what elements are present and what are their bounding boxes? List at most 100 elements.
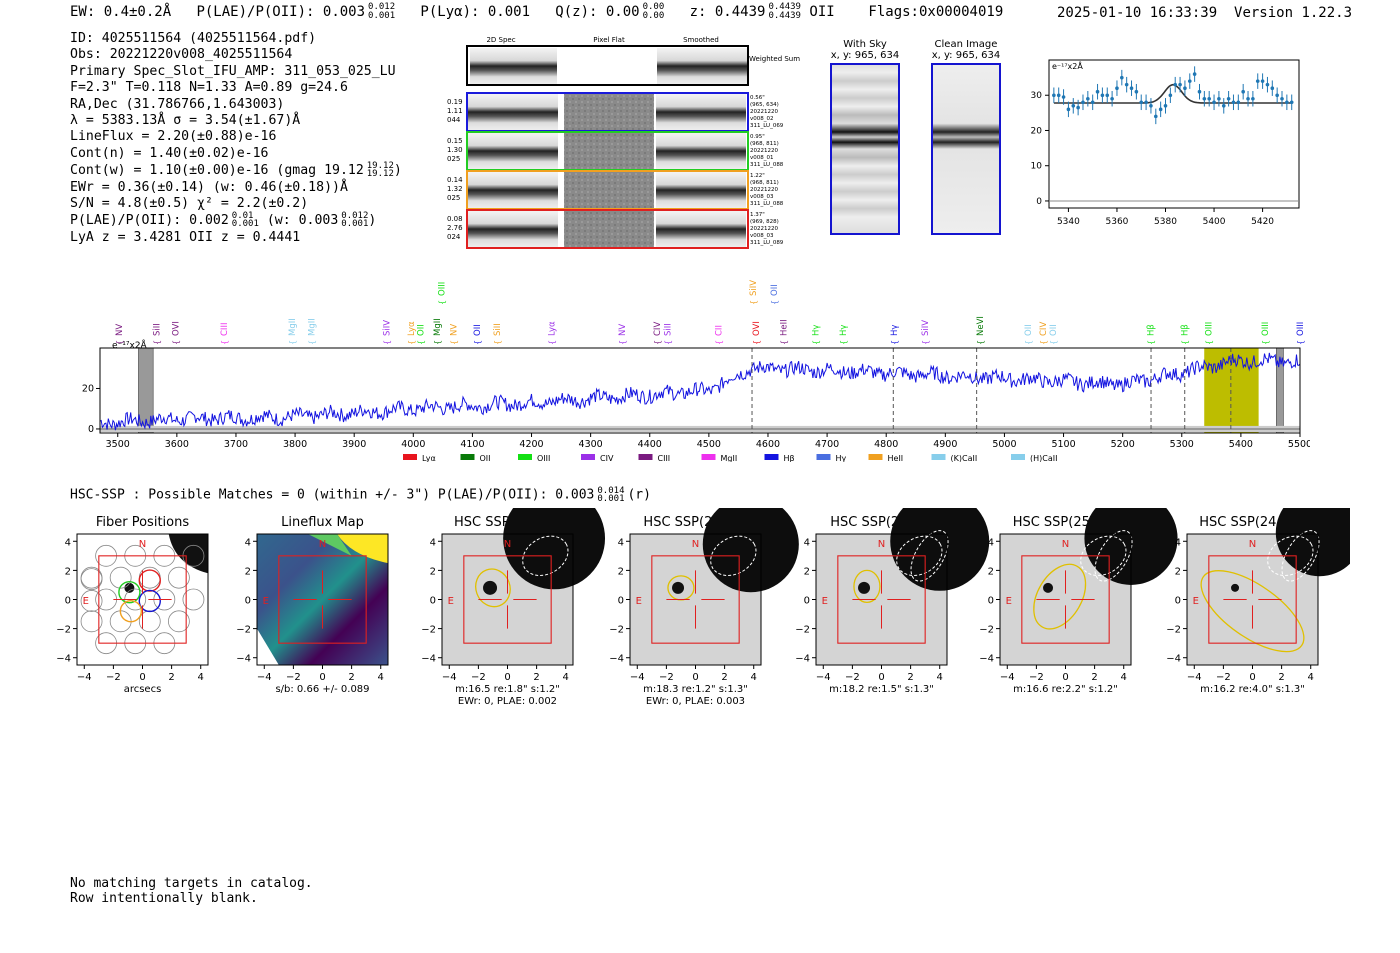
legend-label: MgII (721, 454, 738, 462)
legend-label: HeII (888, 454, 904, 462)
fit-data-point (1100, 87, 1105, 103)
line-label-text: Hγ (890, 325, 900, 336)
fit-point-marker (1260, 79, 1265, 83)
line-label-bracket: { (473, 340, 482, 345)
fiber-row-meta: v008_03 (750, 194, 774, 200)
aperture-box (837, 555, 926, 644)
legend-entry: Hβ (764, 454, 795, 462)
image-panel: Lineflux Map N E −4 −4 −2 −2 0 0 2 2 4 4 s/b: 0.66 +/… (236, 515, 389, 695)
fit-data-point (1071, 98, 1076, 114)
line-label-text: NeVI (976, 316, 986, 336)
emission-line-label: NV { (449, 324, 459, 345)
fit-point-marker (1100, 93, 1105, 98)
panel-xtick-label: 0 (1249, 672, 1255, 683)
fiber-row-meta: 0.56" (750, 95, 765, 101)
fit-data-point (1280, 91, 1284, 107)
spec-xtick-label: 3700 (224, 439, 248, 450)
fit-point-marker (1076, 105, 1080, 110)
fit-point-marker (1090, 100, 1095, 105)
fit-data-point (1056, 87, 1061, 103)
spec-xtick-label: 4400 (638, 439, 662, 450)
panel-ytick-label: −4 (236, 654, 251, 665)
fiber-row-meta: 1.37" (750, 212, 765, 218)
panel-ytick-label: 4 (618, 537, 624, 548)
fit-xtick-label: 5360 (1106, 217, 1129, 227)
fit-point-marker (1052, 93, 1056, 98)
emission-line-label: NV { (618, 324, 628, 345)
legend-entry: (H)CaII (1011, 454, 1057, 462)
fit-data-point (1149, 98, 1153, 114)
legend-entry: (K)CaII (931, 454, 977, 462)
panel-ytick-label: 4 (245, 537, 251, 548)
line-label-bracket: { (1039, 340, 1048, 345)
fit-point-marker (1251, 96, 1255, 101)
line-label-bracket: { (1204, 340, 1213, 345)
line-label-bracket: { (1296, 340, 1305, 345)
emission-line-label: CIV { (653, 322, 663, 345)
lineflux-ridge (307, 534, 352, 556)
panel-caption: arcsecs (124, 684, 162, 695)
line-label-bracket: { (752, 340, 761, 345)
panel-ytick-label: −2 (609, 625, 624, 636)
fiber-pixel-flat (564, 94, 654, 130)
compass-e: E (1006, 596, 1012, 607)
legend-swatch (403, 454, 417, 460)
line-label-bracket: { (890, 340, 899, 345)
panel-ytick-label: 2 (618, 566, 624, 577)
info-contn: Cont(n) = 1.40(±0.02)e-16 (70, 145, 269, 161)
emission-line-label: SiII { (493, 323, 503, 345)
target-source (672, 581, 685, 594)
panel-xtick-label: 4 (198, 672, 204, 683)
legend-swatch (638, 454, 653, 460)
fit-data-point (1110, 91, 1114, 107)
line-label-bracket: { (433, 340, 442, 345)
line-label-text: OIII (1296, 322, 1306, 336)
emission-line-label: NV { (115, 324, 125, 345)
fit-data-point (1251, 91, 1255, 107)
fiber-circle (109, 566, 132, 589)
info-id: ID: 4025511564 (4025511564.pdf) (70, 31, 317, 46)
legend-label: Lyα (422, 454, 436, 462)
line-label-bracket: { (115, 340, 124, 345)
panel-title: Lineflux Map (281, 515, 364, 530)
fit-data-point (1105, 87, 1110, 103)
legend-label: OII (480, 454, 491, 462)
panel-xtick-label: −4 (1000, 672, 1015, 683)
neighbor-ellipse (1267, 535, 1314, 577)
fiber-row-stat: 1.11 (447, 107, 463, 115)
fit-point-marker (1120, 75, 1124, 80)
fiber-2d-spec (468, 172, 558, 208)
line-label-text: NV (618, 324, 628, 336)
spec-xtick-label: 4000 (401, 439, 425, 450)
spec-xtick-label: 4300 (579, 439, 603, 450)
emission-line-label: MgII { (288, 318, 298, 345)
panel-xtick-label: 0 (692, 672, 698, 683)
sky-images: With Sky x, y: 965, 634 Clean Image x, y… (830, 39, 1001, 235)
fiber-row-stat: 044 (447, 116, 461, 124)
fit-point-marker (1183, 86, 1187, 90)
fiber-row-meta: 311_LU_089 (750, 240, 784, 246)
header-ew: EW: 0.4±0.2Å (70, 4, 172, 20)
panel-xtick-label: 2 (907, 672, 913, 683)
line-label-text: Lyα (407, 321, 417, 336)
fit-data-point (1139, 94, 1144, 111)
fiber-2d-spec (468, 133, 558, 169)
line-label-text: MgII (433, 318, 443, 336)
panel-ytick-label: −2 (795, 625, 810, 636)
lineflux-peak (337, 534, 388, 564)
line-label-bracket: { (811, 340, 820, 345)
fit-xtick-label: 5420 (1251, 217, 1274, 227)
fit-point-marker (1056, 93, 1061, 98)
panel-ytick-label: 2 (245, 566, 251, 577)
image-panel: Fiber Positions N E −4 −4 −2 −2 0 0 2 2 4 4 arcsecs (56, 515, 209, 695)
fit-point-marker (1110, 96, 1114, 101)
fiber-circle (80, 590, 103, 612)
bright-source (168, 534, 208, 574)
fit-point-marker (1105, 93, 1110, 98)
fiber-row-stat: 2.76 (447, 224, 463, 232)
legend-entry: Hγ (816, 454, 847, 462)
fit-data-point (1076, 99, 1080, 116)
line-label-bracket: { (308, 340, 317, 345)
